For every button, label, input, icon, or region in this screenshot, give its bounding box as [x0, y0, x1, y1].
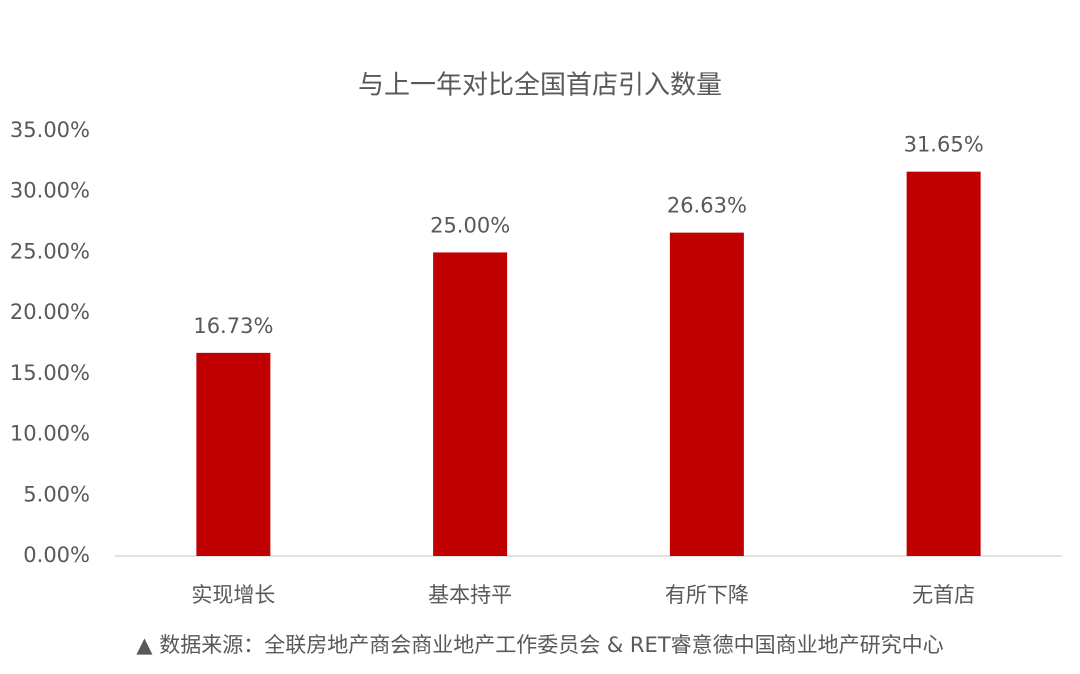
chart-title: 与上一年对比全国首店引入数量 — [358, 71, 722, 101]
bar — [669, 232, 744, 556]
y-tick-label: 0.00% — [23, 543, 90, 567]
y-tick-label: 5.00% — [23, 482, 90, 506]
bar — [906, 171, 981, 556]
x-tick-label: 有所下降 — [665, 583, 749, 607]
data-label: 26.63% — [667, 194, 747, 218]
y-tick-label: 10.00% — [10, 422, 90, 446]
data-label: 16.73% — [193, 314, 273, 338]
y-tick-label: 25.00% — [10, 239, 90, 263]
data-label: 31.65% — [904, 133, 984, 157]
bar — [196, 352, 271, 556]
source-note: ▲ 数据来源：全联房地产商会商业地产工作委员会 & RET睿意德中国商业地产研究… — [136, 633, 943, 657]
bar — [433, 252, 508, 556]
data-label: 25.00% — [430, 213, 510, 237]
y-tick-label: 15.00% — [10, 361, 90, 385]
y-tick-label: 30.00% — [10, 179, 90, 203]
y-tick-label: 20.00% — [10, 300, 90, 324]
x-tick-label: 基本持平 — [428, 583, 512, 607]
x-tick-label: 实现增长 — [191, 583, 275, 607]
y-tick-label: 35.00% — [10, 118, 90, 142]
x-tick-label: 无首店 — [912, 583, 975, 607]
